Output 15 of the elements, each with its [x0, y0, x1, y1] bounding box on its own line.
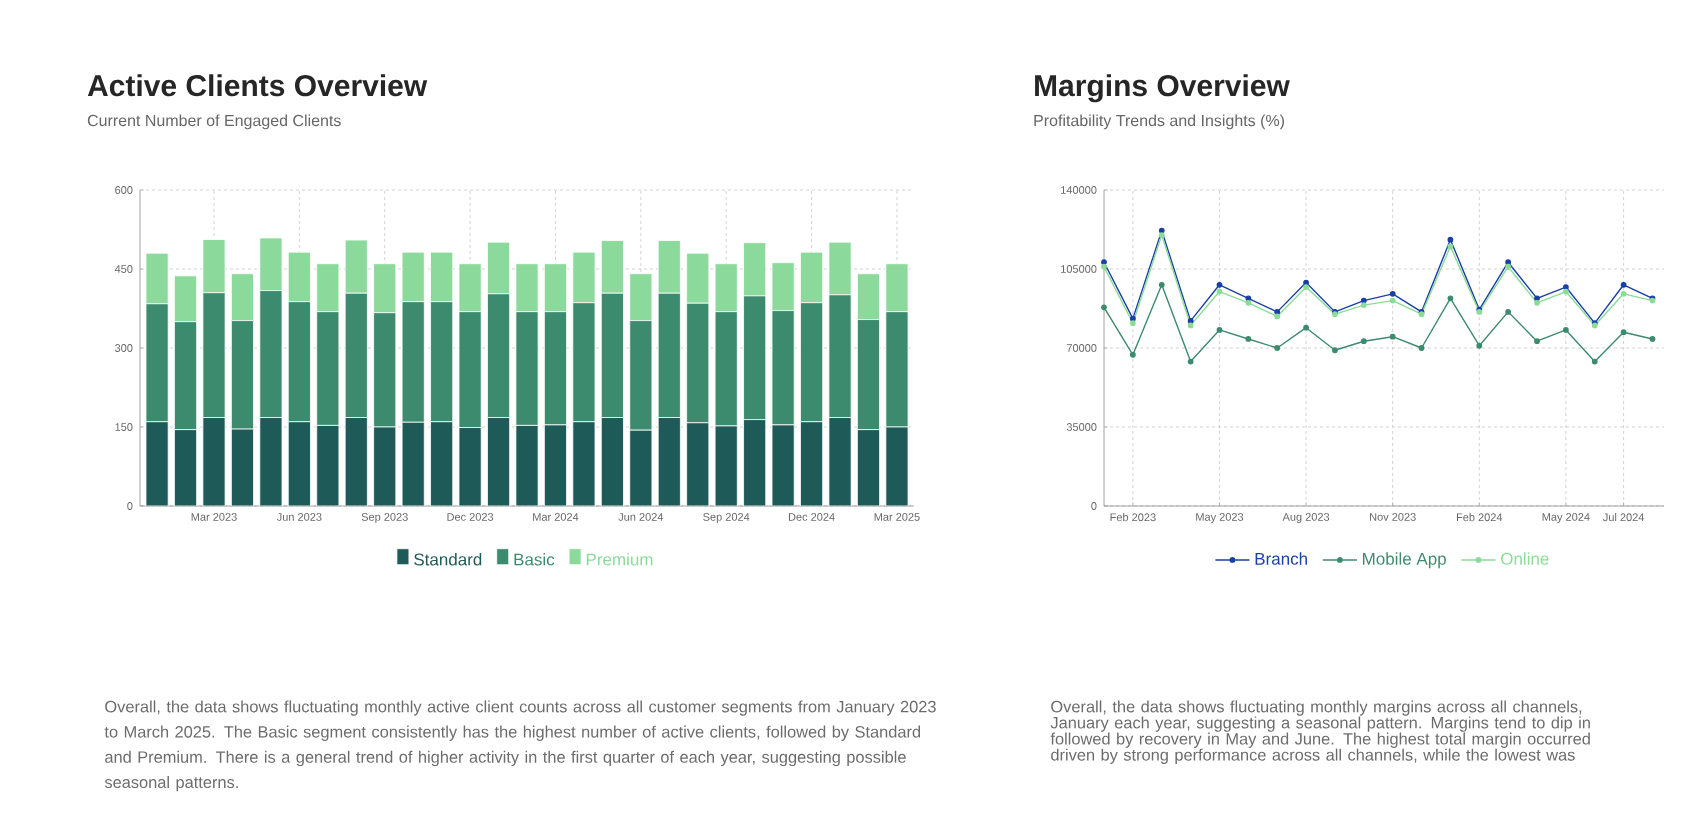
legend-label: Premium [586, 553, 653, 566]
chart-subtitle: Current Number of Engaged Clients [87, 114, 341, 130]
legend-label: Basic [514, 553, 555, 566]
text: Overall, the data shows fluctuating monthly active client counts across all customer segments from January 2023 to March 2025. The Basic segment consistently has the highest number of active clients, followed by Standard and Premium. There is a general trend of higher activity in the first quarter of each year, suggesting possible seasonal patterns. [104, 700, 936, 792]
chart-title: Margins Overview [1035, 74, 1290, 103]
legend-label: Standard [414, 553, 482, 566]
text: followed by recovery in May and June. The highest total margin occurred [1050, 732, 1590, 748]
legend-label: Mobile App [1363, 552, 1446, 569]
legend-label: Online [1501, 552, 1549, 565]
legend-label: Branch [1255, 552, 1307, 565]
chart-subtitle: Profitability Trends and Insights (%) [1034, 114, 1285, 130]
text: driven by strong performance across all channels, while the lowest was [1051, 748, 1575, 764]
text: January each year, suggesting a seasonal pattern. Margins tend to dip in [1050, 716, 1590, 732]
text: Overall, the data shows fluctuating monthly margins across all channels, [1051, 700, 1582, 716]
chart-title: Active Clients Overview [87, 74, 428, 97]
